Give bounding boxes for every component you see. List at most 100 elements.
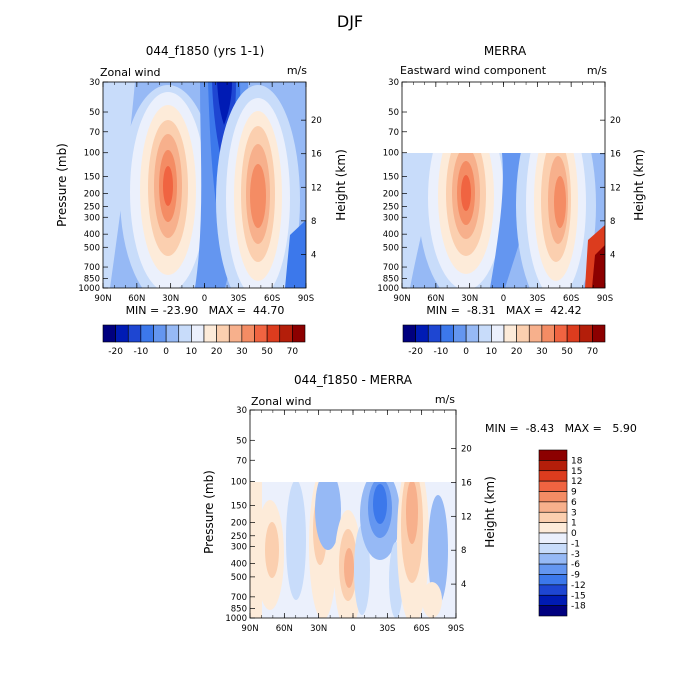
colorbar-swatch	[415, 324, 429, 343]
pressure-tick-label: 250	[84, 203, 100, 213]
colorbar-swatch	[554, 324, 568, 343]
panel-title: MERRA	[484, 44, 527, 58]
pressure-tick-label: 100	[231, 477, 247, 487]
lat-tick-label: 60N	[276, 624, 293, 634]
colorbar-swatch	[241, 324, 255, 343]
colorbar-label: 3	[571, 508, 577, 518]
colorbar-label: 50	[561, 347, 573, 357]
min-max-stats: MIN = -8.31 MAX = 42.42	[426, 304, 581, 317]
height-tick-label: 16	[610, 150, 621, 160]
pressure-tick-label: 250	[383, 203, 399, 213]
height-tick-label: 20	[461, 445, 472, 455]
pressure-tick-label: 200	[84, 189, 100, 199]
colorbar-label: 15	[571, 467, 582, 477]
pressure-tick-label: 30	[89, 78, 100, 88]
pressure-tick-label: 30	[388, 78, 399, 88]
colorbar-label: 20	[211, 347, 223, 357]
colorbar-label: -12	[571, 581, 586, 591]
lat-tick-label: 0	[501, 294, 506, 304]
height-tick-label: 16	[461, 478, 472, 488]
panel-variable-label: Zonal wind	[100, 66, 161, 79]
colorbar-swatch	[203, 324, 217, 343]
colorbar-swatch	[427, 324, 442, 343]
pressure-tick-label: 1000	[377, 284, 399, 294]
colorbar-swatch	[165, 324, 180, 343]
pressure-tick-label: 70	[89, 128, 100, 138]
panel-variable-label: Eastward wind component	[400, 64, 547, 77]
colorbar-label: -18	[571, 602, 586, 612]
colorbar-swatch	[478, 324, 492, 343]
pressure-tick-label: 400	[84, 230, 100, 240]
colorbar-swatch	[538, 491, 568, 503]
pressure-tick-label: 70	[236, 456, 247, 466]
latitude-axis: 90N 60N 30N 0 30S 60S 90S	[241, 410, 464, 634]
lat-tick-label: 0	[350, 624, 355, 634]
lat-tick-label: 90N	[94, 294, 111, 304]
colorbar-swatch	[528, 324, 543, 343]
colorbar-swatch	[538, 501, 568, 513]
colorbar-label: -1	[571, 539, 580, 549]
pressure-tick-label: 250	[231, 532, 247, 542]
colorbar-label: 9	[571, 488, 577, 498]
y2-axis-label: Height (km)	[632, 149, 646, 220]
height-tick-label: 20	[311, 116, 322, 126]
colorbar: -20 -10 0 10 20 30 50 70	[402, 324, 606, 357]
pressure-tick-label: 200	[383, 189, 399, 199]
pressure-tick-label: 50	[89, 108, 100, 118]
pressure-tick-label: 1000	[78, 284, 100, 294]
lat-tick-label: 90S	[597, 294, 613, 304]
colorbar-label: 0	[163, 347, 169, 357]
lat-tick-label: 90S	[298, 294, 314, 304]
lat-tick-label: 0	[202, 294, 207, 304]
colorbar-label: 30	[536, 347, 548, 357]
contour-field	[250, 482, 456, 618]
lat-tick-label: 60S	[264, 294, 280, 304]
colorbar-label: -15	[571, 591, 586, 601]
lat-tick-label: 60N	[427, 294, 444, 304]
panel-units-label: m/s	[287, 64, 307, 77]
pressure-tick-label: 150	[383, 173, 399, 183]
lat-tick-label: 30N	[310, 624, 327, 634]
height-tick-label: 4	[461, 580, 466, 590]
lat-tick-label: 90S	[448, 624, 464, 634]
height-axis: 20 16 12 8 4	[301, 116, 322, 260]
colorbar-label: 1	[571, 519, 577, 529]
colorbar-swatch	[538, 543, 568, 555]
colorbar-swatch	[178, 324, 192, 343]
colorbar-label: 30	[236, 347, 248, 357]
colorbar-swatch	[503, 324, 517, 343]
colorbar-swatch	[579, 324, 593, 343]
lat-tick-label: 90N	[241, 624, 258, 634]
pressure-tick-label: 500	[383, 243, 399, 253]
lat-tick-label: 30S	[379, 624, 395, 634]
colorbar-swatch	[516, 324, 530, 343]
colorbar-swatch	[538, 594, 568, 606]
y2-axis-label: Height (km)	[483, 476, 497, 547]
panel-units-label: m/s	[435, 393, 455, 406]
y2-axis-label: Height (km)	[334, 149, 348, 220]
colorbar-label: 10	[486, 347, 498, 357]
colorbar-swatch	[402, 324, 416, 343]
height-axis: 20 16 12 8 4	[451, 445, 472, 590]
colorbar-swatch	[191, 324, 205, 343]
colorbar-label: 10	[186, 347, 198, 357]
height-tick-label: 12	[461, 512, 472, 522]
colorbar-swatch	[538, 470, 568, 482]
pressure-tick-label: 50	[388, 108, 399, 118]
colorbar-label: 18	[571, 456, 583, 466]
lat-tick-label: 60S	[563, 294, 579, 304]
pressure-tick-label: 1000	[225, 614, 247, 624]
lat-tick-label: 30N	[162, 294, 179, 304]
panel-title: 044_f1850 - MERRA	[294, 373, 413, 387]
pressure-tick-label: 850	[84, 274, 100, 284]
colorbar-swatch	[538, 460, 568, 472]
contour-field	[402, 153, 605, 288]
colorbar-swatch	[153, 324, 167, 343]
pressure-tick-label: 300	[84, 213, 100, 223]
y-axis-label: Pressure (mb)	[55, 143, 69, 227]
panel-difference: 044_f1850 - MERRA Zonal wind m/s	[202, 373, 637, 634]
min-max-stats: MIN = -23.90 MAX = 44.70	[126, 304, 285, 317]
colorbar: -20 -10 0 10 20 30 50 70	[102, 324, 306, 357]
